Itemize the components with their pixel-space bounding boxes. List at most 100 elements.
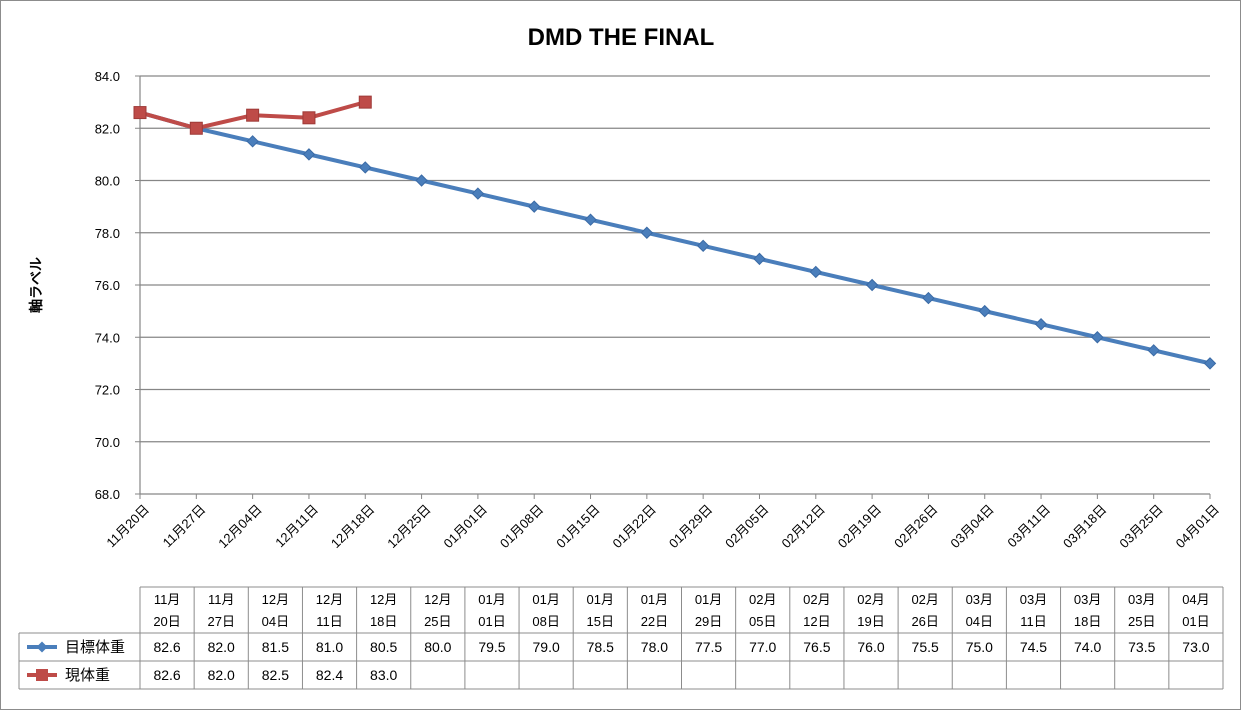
data-point-square <box>133 106 147 120</box>
data-point-square <box>189 121 203 135</box>
data-point-diamond <box>865 278 879 292</box>
y-tick-label: 76.0 <box>95 278 120 293</box>
y-tick-label: 82.0 <box>95 121 120 136</box>
data-point-diamond <box>471 187 485 200</box>
table-header-day: 15日 <box>587 614 614 629</box>
table-cell: 76.0 <box>857 639 884 655</box>
table-header-month: 01月 <box>695 592 722 607</box>
y-tick-label: 68.0 <box>95 487 120 502</box>
x-tick-label: 03月11日 <box>1004 502 1053 551</box>
table-header-month: 01月 <box>532 592 559 607</box>
series-layer <box>133 95 1217 370</box>
table-cell: 79.0 <box>533 639 560 655</box>
data-point-diamond <box>922 291 935 305</box>
y-axis-label: 軸ラベル <box>28 257 44 313</box>
table-header-month: 12月 <box>316 592 343 607</box>
x-tick-label: 02月19日 <box>835 502 884 551</box>
table-cell: 74.0 <box>1074 639 1101 655</box>
x-tick-label: 01月22日 <box>610 502 659 551</box>
table-cell: 77.5 <box>695 639 722 655</box>
table-header-month: 12月 <box>370 592 397 607</box>
table-cell: 74.5 <box>1020 639 1047 655</box>
data-point-diamond <box>359 161 372 174</box>
x-tick-label: 03月04日 <box>947 502 996 551</box>
table-header-month: 03月 <box>1074 592 1101 607</box>
x-tick-label: 02月12日 <box>778 502 827 551</box>
table-header-day: 25日 <box>424 614 451 629</box>
table-header-day: 29日 <box>695 614 722 629</box>
y-tick-label: 80.0 <box>95 174 120 189</box>
legend-marker-square <box>36 669 48 681</box>
x-tick-label: 11月20日 <box>103 502 152 551</box>
table-header-day: 22日 <box>641 614 668 629</box>
data-point-diamond <box>1203 357 1217 370</box>
table-header-month: 02月 <box>749 592 776 607</box>
table-cell: 73.0 <box>1182 639 1209 655</box>
table-header-day: 11日 <box>316 614 343 629</box>
y-tick-label: 72.0 <box>95 383 120 398</box>
data-point-square <box>358 95 372 109</box>
data-point-diamond <box>753 252 766 266</box>
table-header-month: 02月 <box>803 592 830 607</box>
table-header-month: 12月 <box>262 592 289 607</box>
data-point-diamond <box>302 148 316 161</box>
chart-title: DMD THE FINAL <box>528 24 715 51</box>
x-tick-label: 12月11日 <box>272 502 321 551</box>
table-header-month: 01月 <box>641 592 668 607</box>
table-header-day: 26日 <box>911 614 938 629</box>
x-tick-labels: 11月20日 11月27日 12月04日 12月11日 12月18日 12月25日 01月0… <box>103 502 1222 551</box>
data-point-square <box>302 111 316 125</box>
table-header-month: 11月 <box>154 592 181 607</box>
table-header-month: 12月 <box>424 592 451 607</box>
table-cell: 75.0 <box>966 639 993 655</box>
y-tick-label: 84.0 <box>95 69 120 84</box>
data-point-diamond <box>978 304 991 318</box>
table-cell: 78.0 <box>641 639 668 655</box>
x-tick-label: 01月01日 <box>441 502 490 551</box>
table-cell: 80.0 <box>424 639 451 655</box>
data-point-diamond <box>528 200 541 213</box>
y-tick-label: 74.0 <box>95 330 120 345</box>
table-header-month: 01月 <box>478 592 505 607</box>
table-cell: 82.5 <box>262 667 289 683</box>
x-tick-label: 04月01日 <box>1173 502 1222 551</box>
data-point-diamond <box>1091 331 1104 344</box>
table-cell: 81.5 <box>262 639 289 655</box>
table-header-day: 18日 <box>370 614 397 629</box>
table-header-month: 02月 <box>911 592 938 607</box>
table-cell: 79.5 <box>478 639 505 655</box>
legend-marker-diamond <box>36 641 48 653</box>
table-header-day: 04日 <box>262 614 289 629</box>
data-table: 11月 20日 11月 27日 12月 04日 12月 11日 12月 18日 12月 25日 01月 0… <box>18 586 1224 690</box>
table-header-month: 03月 <box>1128 592 1155 607</box>
x-tick-label: 01月15日 <box>553 502 602 551</box>
data-point-diamond <box>696 239 710 253</box>
table-cell: 80.5 <box>370 639 397 655</box>
table-header-day: 11日 <box>1020 614 1047 629</box>
x-tick-label: 11月27日 <box>160 502 209 551</box>
data-point-diamond <box>1034 317 1048 331</box>
legend-label: 目標体重 <box>65 639 125 656</box>
table-cell: 81.0 <box>316 639 343 655</box>
table-cell: 82.0 <box>208 667 235 683</box>
table-header-month: 01月 <box>587 592 614 607</box>
table-header-day: 20日 <box>153 614 180 629</box>
table-header-day: 01日 <box>478 614 505 629</box>
series-line-1 <box>139 110 1211 366</box>
y-tick-label: 70.0 <box>95 435 120 450</box>
table-cell: 75.5 <box>912 639 939 655</box>
table-cell: 82.6 <box>153 639 180 655</box>
x-tick-label: 03月25日 <box>1116 502 1165 551</box>
x-tick-label: 12月18日 <box>328 502 377 551</box>
table-header-day: 05日 <box>749 614 776 629</box>
table-header-month: 11月 <box>208 592 235 607</box>
table-header-day: 12日 <box>803 614 830 629</box>
data-point-diamond <box>246 135 259 148</box>
table-cell: 76.5 <box>803 639 830 655</box>
table-cell: 82.0 <box>208 639 235 655</box>
data-point-diamond <box>1147 344 1160 357</box>
x-tick-label: 01月29日 <box>666 502 715 551</box>
data-point-diamond <box>809 265 822 279</box>
